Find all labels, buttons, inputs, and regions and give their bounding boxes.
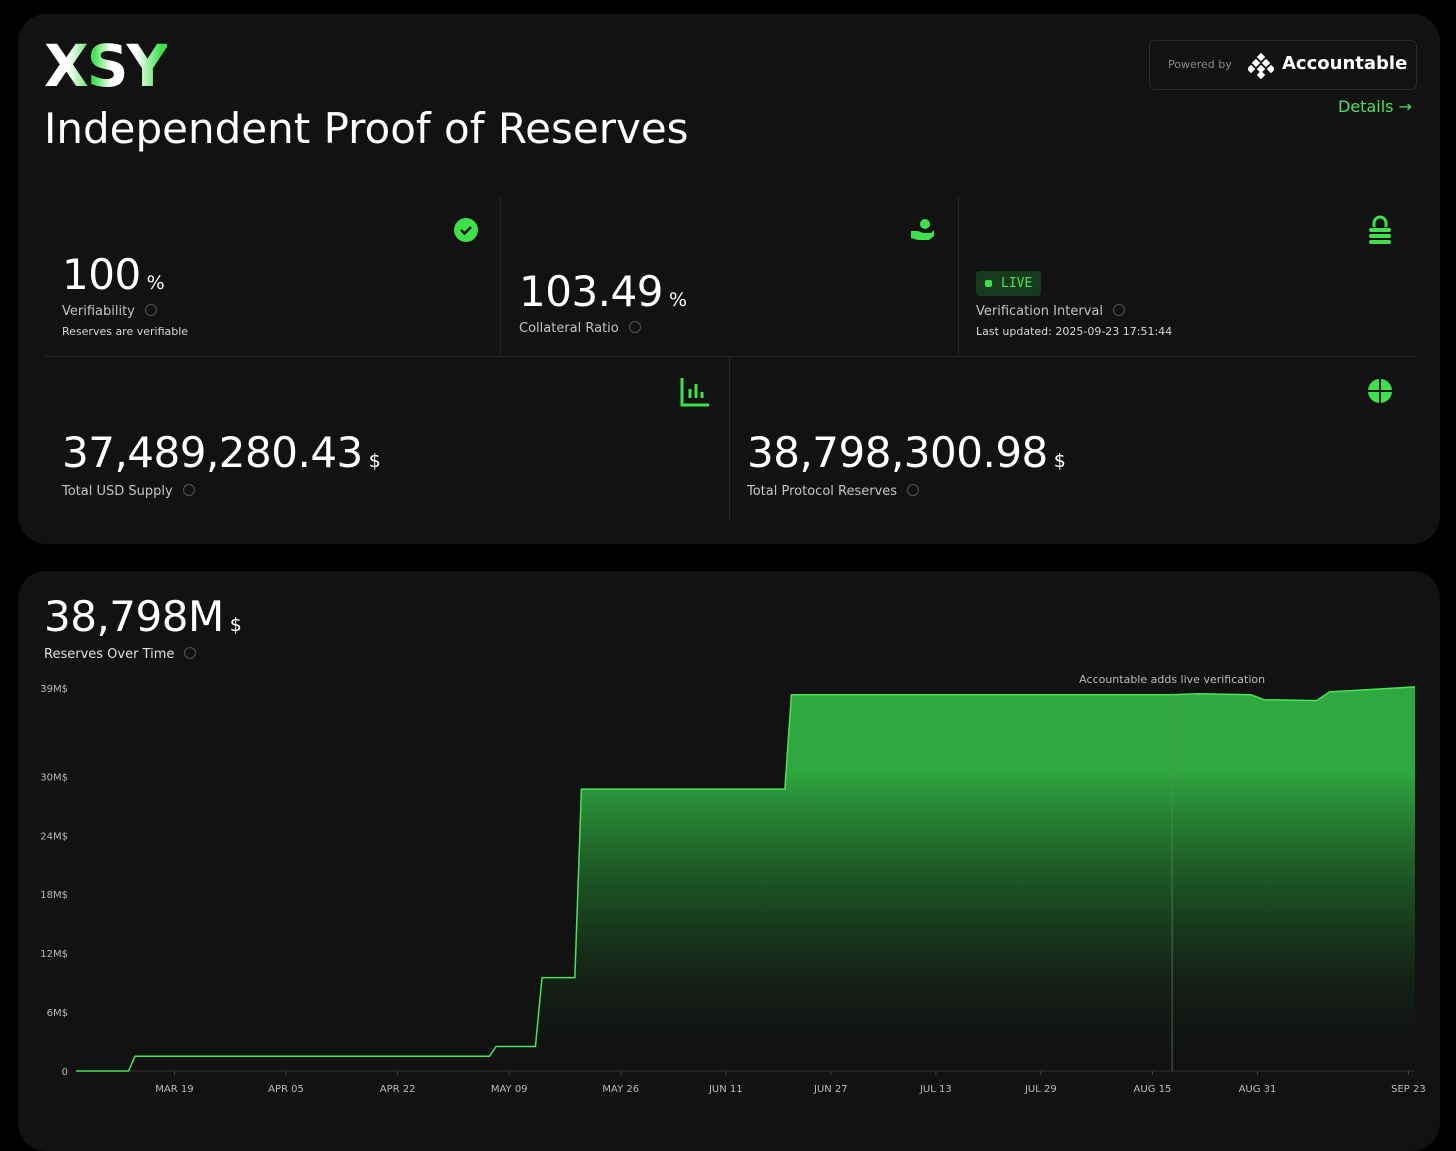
stat-value: 37,489,280.43 $	[62, 428, 381, 477]
x-tick-label: SEP 23	[1391, 1084, 1426, 1095]
stat-number: 38,798,300.98	[747, 428, 1048, 477]
y-tick-label: 18M$	[40, 890, 68, 901]
chart-icon	[680, 378, 709, 407]
x-tick-label: AUG 15	[1134, 1084, 1172, 1095]
info-icon[interactable]	[907, 484, 920, 496]
stat-number: 100	[62, 250, 141, 299]
y-tick-label: 30M$	[40, 772, 68, 783]
x-tick-label: MAR 19	[155, 1084, 193, 1095]
x-tick-label: JUL 29	[1024, 1084, 1057, 1095]
x-tick-label: AUG 31	[1239, 1084, 1277, 1095]
stat-unit: $	[368, 450, 381, 472]
brand-icon	[1248, 53, 1274, 79]
y-tick-label: 12M$	[40, 949, 68, 960]
lock-icon	[1369, 215, 1391, 244]
stat-label: Verifiability	[62, 304, 157, 319]
stat-note: Reserves are verifiable	[62, 325, 189, 338]
info-icon[interactable]	[184, 647, 197, 659]
stat-label-text: Total Protocol Reserves	[747, 484, 898, 499]
chart-title-text: Reserves Over Time	[44, 647, 175, 662]
live-dot	[985, 280, 992, 287]
stat-label-text: Total USD Supply	[62, 484, 173, 499]
chart: 0 6M$ 12M$ 18M$ 24M$ 30M$ 39M$ MAR 19 APR 05 APR …	[40, 673, 1426, 1095]
live-badge: LIVE	[976, 271, 1041, 296]
stat-number: 103.49	[519, 267, 663, 316]
info-icon[interactable]	[628, 321, 641, 333]
divider	[500, 196, 501, 356]
x-tick-label: MAY 09	[491, 1084, 528, 1095]
stat-label: Total Protocol Reserves	[747, 484, 920, 499]
stat-unit: %	[668, 289, 688, 311]
annotation-label: Accountable adds live verification	[1079, 673, 1265, 686]
stat-note: Last updated: 2025-09-23 17:51:44	[976, 325, 1173, 338]
stat-label: Total USD Supply	[62, 484, 195, 499]
stat-unit: $	[1053, 450, 1066, 472]
stat-label-text: Collateral Ratio	[519, 321, 619, 336]
chart-title: Reserves Over Time	[44, 647, 197, 662]
stat-label-text: Verifiability	[62, 304, 135, 319]
powered-by-box: Powered by Accountable	[1149, 40, 1417, 90]
y-tick-label: 39M$	[40, 684, 68, 695]
brand: Accountable	[1282, 53, 1408, 74]
area-fill	[76, 686, 1415, 1071]
y-tick-label: 24M$	[40, 831, 68, 842]
y-tick-label: 6M$	[47, 1008, 68, 1019]
ratio-icon	[911, 219, 934, 240]
x-tick-label: MAY 26	[602, 1084, 639, 1095]
headline-number: 38,798M	[44, 592, 224, 641]
info-icon[interactable]	[144, 304, 157, 316]
chart-headline: 38,798M $	[44, 592, 242, 641]
x-tick-label: APR 22	[380, 1084, 416, 1095]
x-tick-label: APR 05	[268, 1084, 304, 1095]
divider	[729, 357, 730, 519]
stat-label: Verification Interval	[976, 304, 1125, 319]
page: XSY Independent Proof of Reserves Powere…	[18, 14, 1440, 1151]
logo: XSY	[44, 32, 168, 100]
details-link[interactable]: Details →	[1338, 97, 1412, 116]
x-tick-label: JUN 11	[708, 1084, 743, 1095]
powered-by: Powered by	[1168, 58, 1232, 71]
pie-icon	[1368, 379, 1392, 403]
stat-value: 103.49%	[519, 267, 687, 316]
x-tick-label: JUL 13	[919, 1084, 952, 1095]
stat-value: 100%	[62, 250, 165, 299]
stat-label-text: Verification Interval	[976, 304, 1103, 319]
page-title: Independent Proof of Reserves	[44, 104, 689, 153]
y-tick-label: 0	[62, 1067, 68, 1078]
area-line	[76, 686, 1416, 1072]
stat-unit: %	[146, 272, 165, 294]
divider	[44, 356, 1416, 357]
stat-label: Collateral Ratio	[519, 321, 641, 336]
info-icon[interactable]	[1112, 304, 1125, 316]
x-tick-label: JUN 27	[813, 1084, 848, 1095]
headline-unit: $	[229, 614, 242, 636]
stat-number: 37,489,280.43	[62, 428, 363, 477]
divider	[958, 196, 959, 356]
verified-icon	[454, 218, 478, 242]
info-icon[interactable]	[182, 484, 195, 496]
stat-value: 38,798,300.98 $	[747, 428, 1066, 477]
badge-text: LIVE	[1001, 276, 1033, 291]
